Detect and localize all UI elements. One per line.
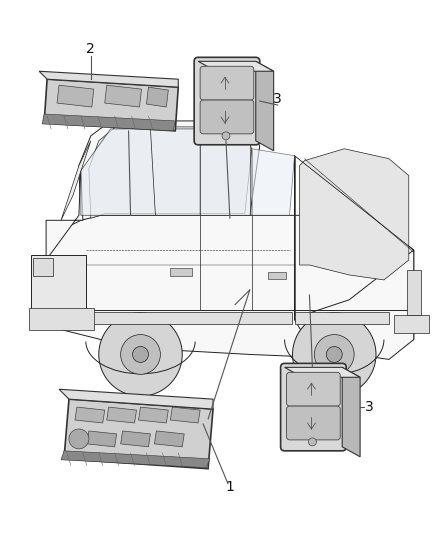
Text: 3: 3 (273, 92, 282, 106)
Bar (394, 314, 429, 333)
Circle shape (308, 438, 316, 446)
Circle shape (133, 346, 148, 362)
Polygon shape (252, 149, 294, 215)
Text: 2: 2 (86, 43, 95, 56)
Polygon shape (57, 85, 94, 107)
Circle shape (293, 313, 376, 396)
Bar (83, 312, 292, 324)
FancyBboxPatch shape (286, 373, 340, 406)
Circle shape (222, 132, 230, 140)
FancyBboxPatch shape (200, 66, 254, 100)
Polygon shape (342, 367, 360, 457)
Polygon shape (75, 407, 105, 423)
Circle shape (99, 313, 182, 396)
Polygon shape (59, 389, 213, 409)
Polygon shape (61, 451, 210, 468)
Bar (268, 272, 286, 279)
Bar (170, 268, 192, 276)
Text: 3: 3 (365, 400, 374, 414)
Polygon shape (64, 399, 213, 469)
Polygon shape (198, 61, 274, 71)
Polygon shape (42, 114, 175, 131)
Polygon shape (146, 87, 168, 107)
Circle shape (326, 346, 342, 362)
Polygon shape (300, 149, 409, 280)
Polygon shape (105, 85, 141, 107)
Polygon shape (61, 141, 91, 220)
Polygon shape (79, 121, 260, 220)
Bar (407, 270, 421, 314)
Polygon shape (87, 431, 117, 447)
Bar (33, 258, 53, 276)
Bar (294, 312, 389, 324)
Polygon shape (294, 156, 414, 359)
Polygon shape (285, 367, 360, 377)
Polygon shape (81, 129, 200, 215)
Polygon shape (200, 131, 250, 215)
FancyBboxPatch shape (194, 58, 260, 145)
Polygon shape (107, 407, 137, 423)
Polygon shape (155, 431, 184, 447)
Circle shape (314, 335, 354, 374)
Circle shape (120, 335, 160, 374)
Bar (31, 255, 86, 320)
Polygon shape (120, 431, 150, 447)
Polygon shape (46, 215, 414, 359)
FancyBboxPatch shape (286, 406, 340, 440)
FancyBboxPatch shape (200, 100, 254, 134)
FancyBboxPatch shape (281, 364, 346, 451)
Circle shape (69, 429, 89, 449)
Polygon shape (39, 71, 178, 87)
Polygon shape (89, 127, 252, 219)
Polygon shape (138, 407, 168, 423)
Polygon shape (46, 166, 83, 260)
Polygon shape (170, 407, 200, 423)
Polygon shape (44, 79, 178, 131)
Bar (29, 308, 94, 329)
Polygon shape (256, 61, 274, 151)
Text: 1: 1 (226, 480, 234, 494)
